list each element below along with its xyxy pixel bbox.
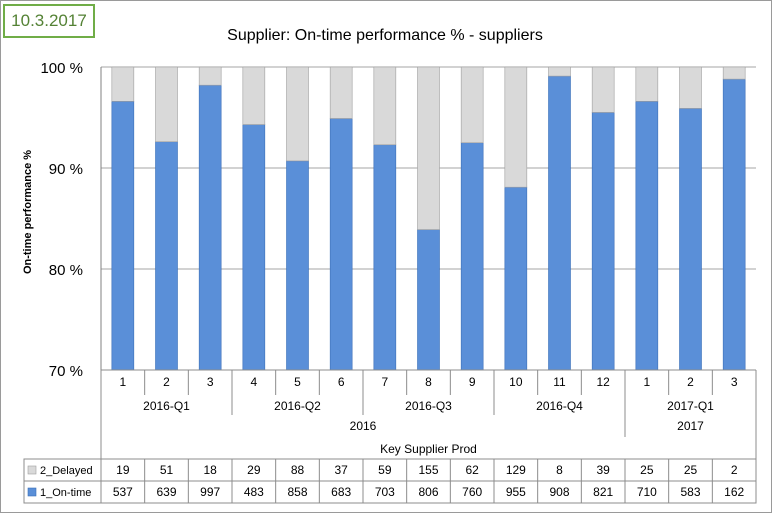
bar-on-time bbox=[722, 78, 746, 371]
data-table-cell: 25 bbox=[684, 463, 698, 477]
data-table-cell: 806 bbox=[418, 485, 438, 499]
data-table-cell: 760 bbox=[462, 485, 482, 499]
data-table-cell: 710 bbox=[637, 485, 657, 499]
x-tick-label: 2 bbox=[163, 375, 170, 389]
y-tick-label: 70 % bbox=[49, 363, 83, 380]
bar-delayed bbox=[722, 66, 746, 80]
quarter-label: 2017-Q1 bbox=[667, 399, 714, 413]
x-tick-label: 9 bbox=[469, 375, 476, 389]
bar-on-time bbox=[591, 112, 615, 371]
data-table-cell: 162 bbox=[724, 485, 744, 499]
data-table-cell: 858 bbox=[287, 485, 307, 499]
bar-delayed bbox=[155, 66, 178, 143]
bar-on-time bbox=[548, 75, 571, 371]
data-table-cell: 997 bbox=[200, 485, 220, 499]
bar-delayed bbox=[679, 66, 702, 109]
bar-delayed bbox=[373, 66, 397, 146]
bar-delayed bbox=[329, 66, 353, 119]
data-table-cell: 37 bbox=[334, 463, 348, 477]
x-tick-label: 4 bbox=[250, 375, 257, 389]
x-tick-label: 10 bbox=[509, 375, 523, 389]
bar-on-time bbox=[111, 101, 135, 371]
quarter-label: 2016-Q2 bbox=[274, 399, 321, 413]
legend-key bbox=[27, 487, 37, 497]
x-tick-label: 7 bbox=[381, 375, 388, 389]
x-tick-label: 6 bbox=[338, 375, 345, 389]
x-tick-label: 2 bbox=[687, 375, 694, 389]
bar-on-time bbox=[635, 101, 659, 371]
data-table-cell: 155 bbox=[418, 463, 438, 477]
y-tick-label: 80 % bbox=[49, 262, 83, 279]
bar-delayed bbox=[417, 66, 440, 230]
data-table-cell: 29 bbox=[247, 463, 261, 477]
data-table-cell: 821 bbox=[593, 485, 613, 499]
data-table-cell: 51 bbox=[160, 463, 174, 477]
quarter-label: 2016-Q1 bbox=[143, 399, 190, 413]
data-table-cell: 62 bbox=[465, 463, 479, 477]
legend-key bbox=[27, 465, 37, 475]
data-table-cell: 59 bbox=[378, 463, 392, 477]
data-table-cell: 129 bbox=[506, 463, 526, 477]
x-tick-label: 5 bbox=[294, 375, 301, 389]
bar-on-time bbox=[329, 118, 353, 371]
bar-delayed bbox=[504, 66, 528, 188]
bar-on-time bbox=[198, 84, 222, 371]
y-tick-label: 90 % bbox=[49, 161, 83, 178]
chart-title: Supplier: On-time performance % - suppli… bbox=[227, 27, 543, 44]
data-table-cell: 639 bbox=[156, 485, 176, 499]
data-table-cell: 583 bbox=[680, 485, 700, 499]
data-table-cell: 25 bbox=[640, 463, 654, 477]
data-table-cell: 2 bbox=[731, 463, 738, 477]
bar-delayed bbox=[111, 66, 135, 102]
data-table-cell: 955 bbox=[506, 485, 526, 499]
x-tick-label: 3 bbox=[207, 375, 214, 389]
x-tick-label: 1 bbox=[643, 375, 650, 389]
bar-delayed bbox=[548, 66, 571, 77]
data-table-cell: 19 bbox=[116, 463, 130, 477]
bar-on-time bbox=[679, 108, 702, 371]
data-table-cell: 537 bbox=[113, 485, 133, 499]
bar-on-time bbox=[504, 186, 528, 371]
bar-delayed bbox=[242, 66, 266, 125]
x-axis-title: Key Supplier Prod bbox=[380, 442, 477, 456]
bar-on-time bbox=[242, 124, 266, 371]
bar-delayed bbox=[198, 66, 222, 86]
data-table-cell: 8 bbox=[556, 463, 563, 477]
data-table-cell: 908 bbox=[549, 485, 569, 499]
bar-on-time bbox=[373, 144, 397, 371]
data-table-cell: 483 bbox=[244, 485, 264, 499]
date-badge: 10.3.2017 bbox=[3, 4, 95, 38]
bar-delayed bbox=[591, 66, 615, 113]
bar-on-time bbox=[155, 141, 178, 371]
legend-label: 1_On-time bbox=[40, 487, 91, 499]
legend-label: 2_Delayed bbox=[40, 465, 93, 477]
x-tick-label: 3 bbox=[731, 375, 738, 389]
quarter-label: 2016-Q4 bbox=[536, 399, 583, 413]
data-table-cell: 18 bbox=[203, 463, 217, 477]
data-table-cell: 683 bbox=[331, 485, 351, 499]
bar-on-time bbox=[286, 160, 309, 371]
x-tick-label: 12 bbox=[596, 375, 610, 389]
data-table-cell: 703 bbox=[375, 485, 395, 499]
bar-on-time bbox=[460, 142, 484, 371]
bar-delayed bbox=[460, 66, 484, 144]
bar-delayed bbox=[286, 66, 309, 162]
y-tick-label: 100 % bbox=[40, 60, 83, 77]
data-table-cell: 39 bbox=[596, 463, 610, 477]
quarter-label: 2016-Q3 bbox=[405, 399, 452, 413]
x-tick-label: 1 bbox=[119, 375, 126, 389]
data-table-cell: 88 bbox=[291, 463, 305, 477]
x-tick-label: 8 bbox=[425, 375, 432, 389]
bar-delayed bbox=[635, 66, 659, 102]
year-label: 2017 bbox=[677, 419, 704, 433]
bar-on-time bbox=[417, 229, 440, 371]
x-tick-label: 11 bbox=[553, 375, 566, 389]
year-label: 2016 bbox=[350, 419, 377, 433]
